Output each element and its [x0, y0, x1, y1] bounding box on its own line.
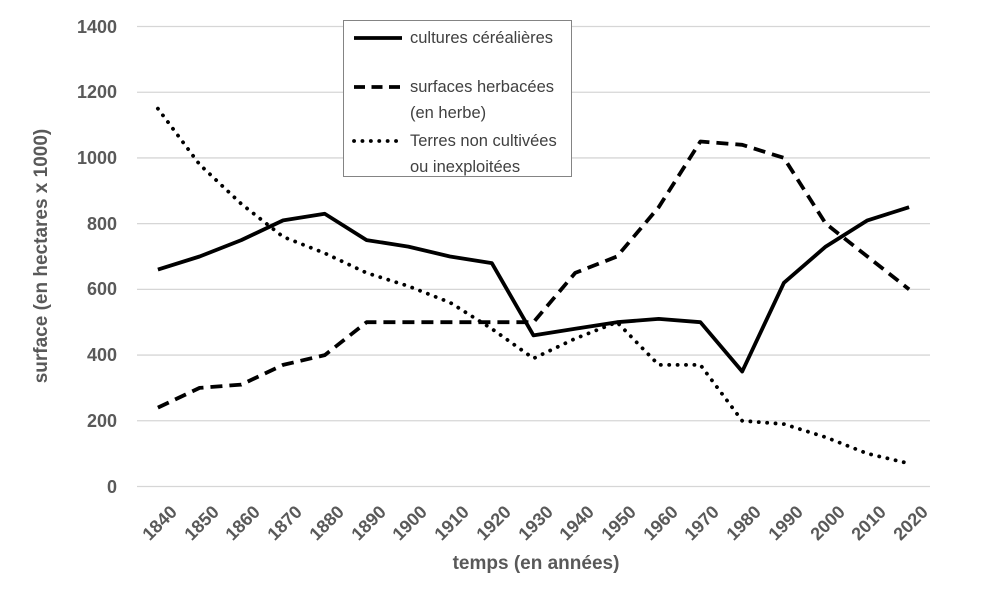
y-tick-label: 600	[86, 279, 117, 300]
legend-label: Terres non cultivées ou inexploitées	[410, 132, 557, 176]
y-tick-label: 1400	[76, 16, 117, 37]
legend-label: surfaces herbacées (en herbe)	[410, 78, 554, 122]
legend-dotted-line-icon	[352, 139, 404, 143]
legend-solid-line-icon	[354, 36, 402, 40]
legend-box: cultures céréalières surfaces herbacées (…	[343, 20, 572, 177]
y-tick-label: 400	[86, 345, 117, 366]
series-line-dashed	[157, 139, 911, 410]
series-line-dotted	[155, 106, 911, 466]
legend-label: cultures céréalières	[410, 29, 554, 47]
y-tick-label: 200	[86, 410, 117, 431]
series-lines	[155, 106, 911, 466]
y-tick-label: 1200	[76, 82, 117, 103]
y-tick-label: 1000	[76, 147, 117, 168]
y-axis-title: surface (en hectares x 1000)	[31, 128, 52, 384]
y-tick-label: 800	[86, 213, 117, 234]
x-axis-title: temps (en années)	[452, 553, 620, 574]
series-line-solid	[157, 205, 910, 374]
legend-dashed-line-icon	[354, 85, 402, 89]
y-tick-label: 0	[106, 476, 117, 497]
